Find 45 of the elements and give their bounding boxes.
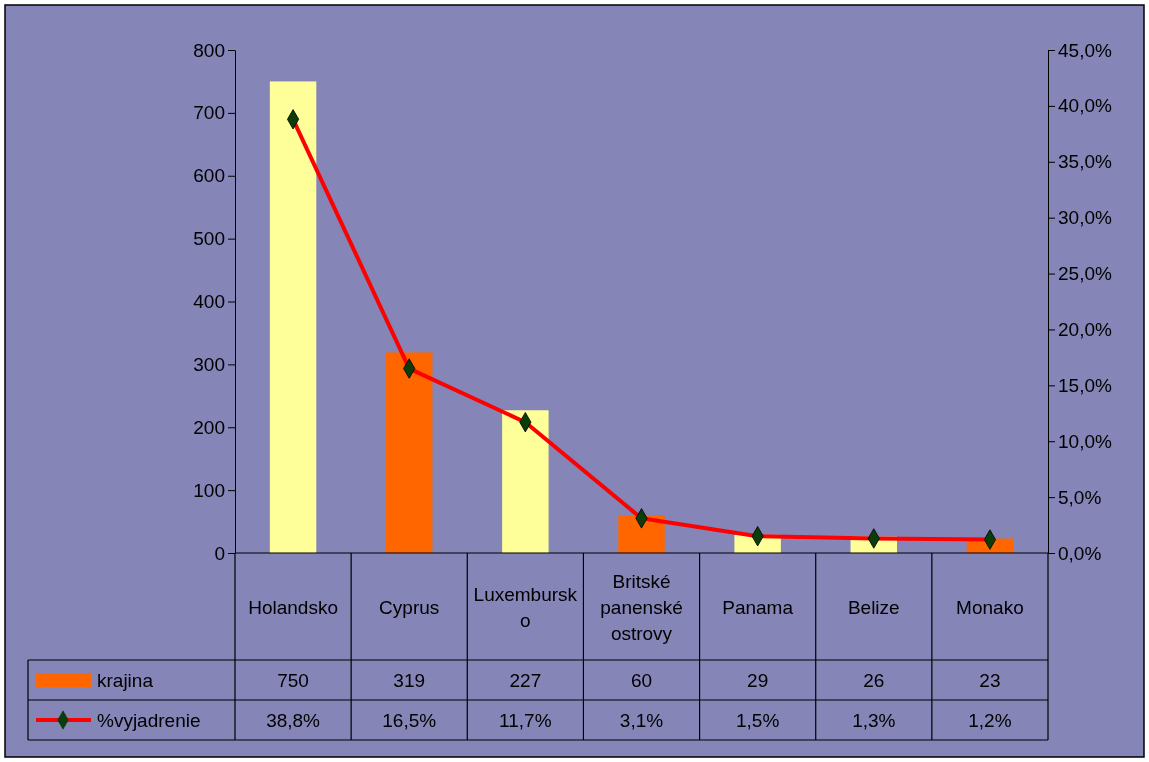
bar [385, 352, 433, 553]
data-label: 23 [979, 670, 1001, 691]
legend-label: krajina [97, 670, 154, 691]
x-tick-label: Britské panenské ostrovy [600, 570, 683, 644]
y2-tick-label: 40,0% [1058, 95, 1112, 117]
x-tick-label: Belize [847, 596, 900, 618]
data-label: 26 [863, 670, 885, 691]
y-tick-label: 700 [193, 102, 225, 124]
data-label: 750 [277, 670, 309, 691]
y2-tick-label: 10,0% [1058, 430, 1112, 452]
x-tick-label: Cyprus [379, 596, 440, 618]
data-label: 319 [393, 670, 426, 691]
bar [502, 410, 549, 553]
data-label: 227 [509, 670, 542, 691]
y2-tick-label: 5,0% [1058, 486, 1102, 508]
data-label: 1,2% [968, 710, 1012, 731]
y-tick-label: 400 [193, 291, 225, 313]
data-label: 16,5% [382, 710, 437, 731]
x-tick-label: Luxembursko [473, 583, 578, 631]
data-label: 1,5% [735, 710, 780, 731]
y-tick-label: 100 [193, 479, 225, 501]
y2-tick-label: 20,0% [1058, 319, 1112, 341]
data-label: 3,1% [619, 710, 664, 731]
y-tick-label: 600 [193, 165, 225, 187]
y2-tick-label: 30,0% [1058, 207, 1112, 229]
y-tick-label: 0 [214, 542, 225, 564]
data-label: 29 [747, 670, 769, 691]
y2-tick-label: 45,0% [1058, 39, 1112, 61]
x-tick-label: Holandsko [248, 596, 338, 618]
y2-tick-label: 25,0% [1058, 263, 1112, 285]
data-label: 38,8% [266, 710, 321, 731]
y-tick-label: 500 [193, 228, 225, 250]
x-tick-label: Panama [722, 596, 794, 618]
data-label: 11,7% [499, 710, 552, 731]
y2-tick-label: 35,0% [1058, 151, 1112, 173]
bar [269, 81, 317, 553]
legend-label: %vyjadrenie [97, 710, 201, 731]
data-label: 60 [630, 670, 653, 691]
y-tick-label: 300 [193, 353, 225, 375]
y-tick-label: 800 [193, 39, 225, 61]
data-label: 1,3% [852, 710, 896, 731]
y2-tick-label: 15,0% [1058, 374, 1112, 396]
x-tick-label: Monako [956, 596, 1024, 618]
y-tick-label: 200 [193, 416, 225, 438]
y2-tick-label: 0,0% [1058, 542, 1102, 564]
